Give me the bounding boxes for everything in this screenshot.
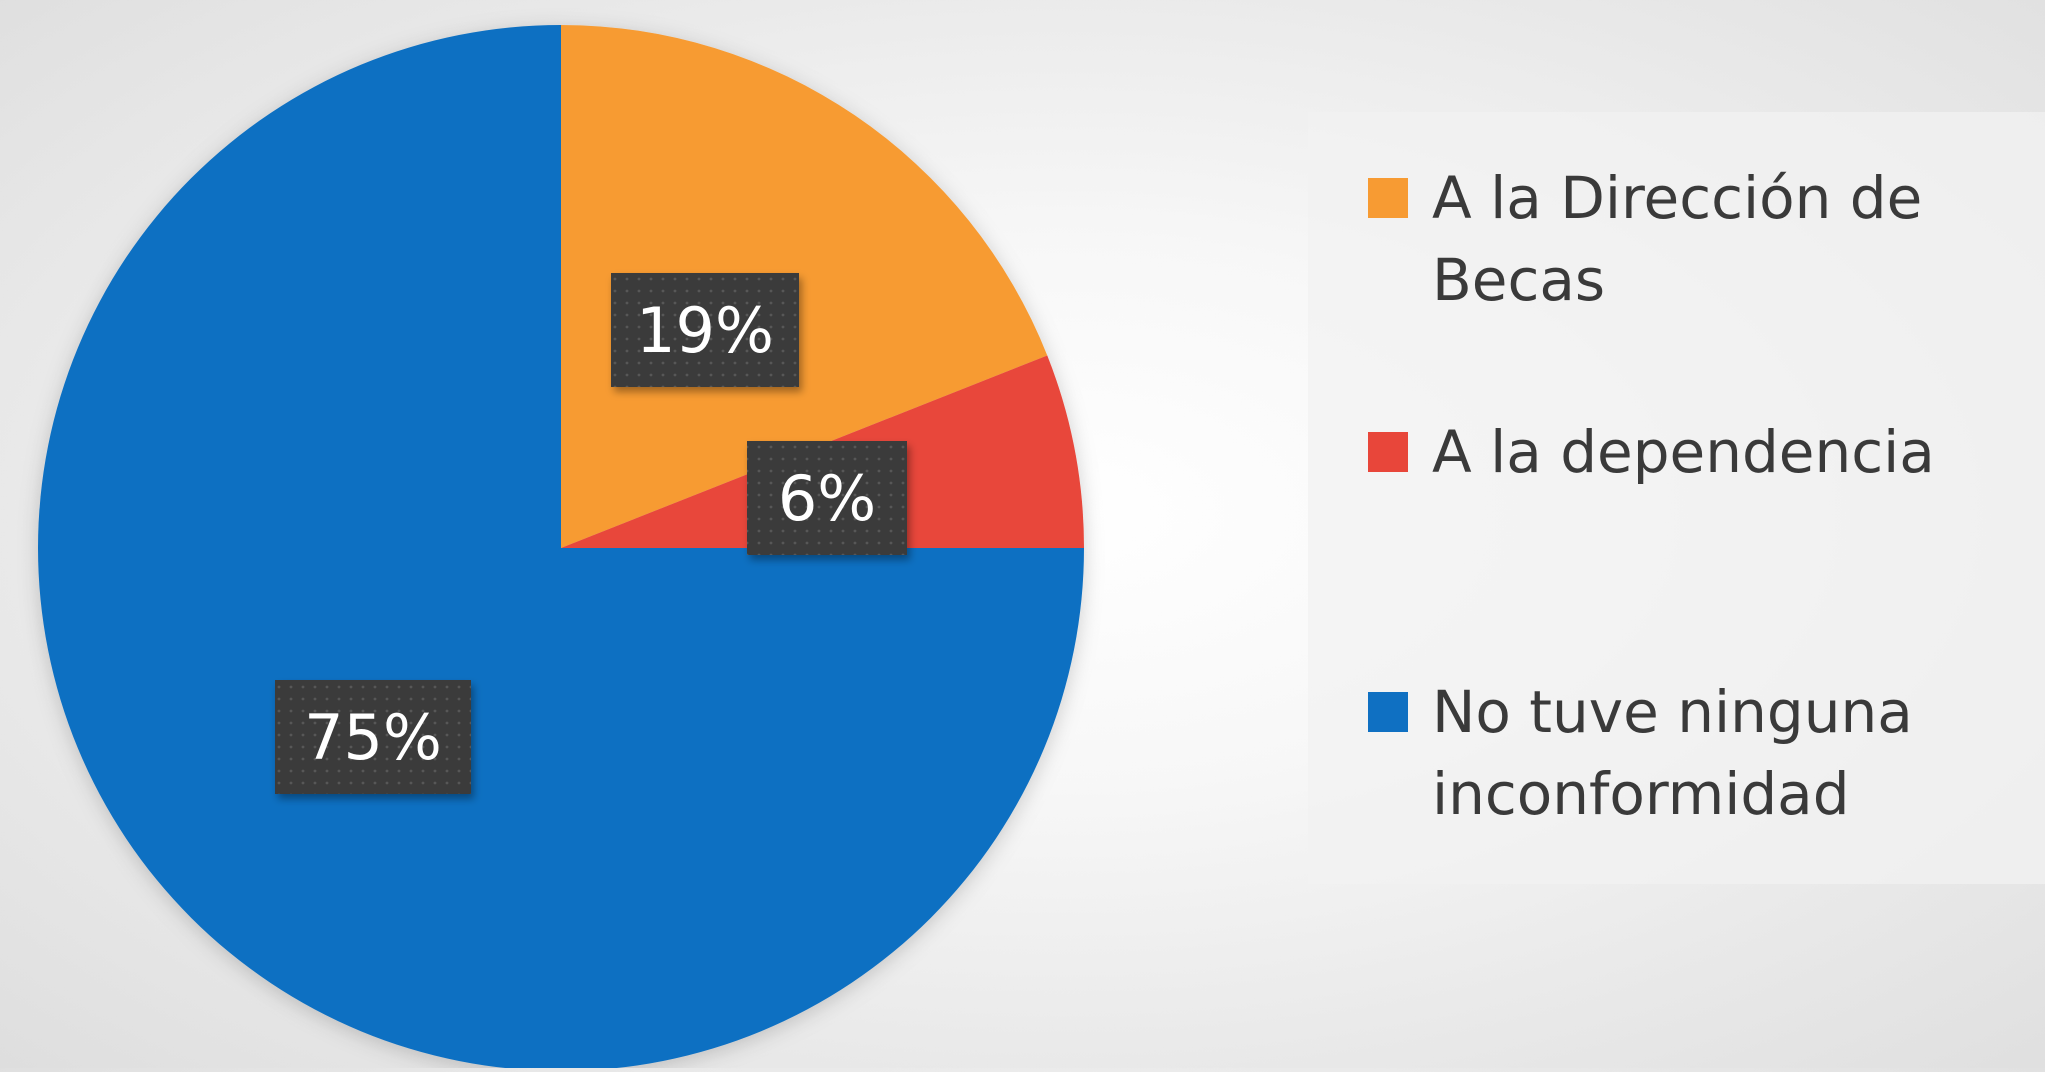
- legend-item-no-tuve-ninguna-inconformidad: No tuve ninguna inconformidad: [1368, 678, 1913, 828]
- legend-swatch: [1368, 432, 1408, 472]
- pie-slice-a-la-direccion-de-becas: [561, 25, 1048, 548]
- data-labels: 19% 6% 75%: [275, 273, 907, 794]
- data-label-text: 75%: [304, 701, 442, 774]
- legend-label: A la dependencia: [1432, 418, 1935, 486]
- legend-background: [1308, 112, 2045, 884]
- legend-swatch: [1368, 692, 1408, 732]
- data-label-no-tuve-ninguna-inconformidad: 75%: [275, 680, 471, 794]
- data-label-text: 19%: [636, 294, 774, 367]
- pie-slices: [38, 25, 1084, 1071]
- legend-label: No tuve ninguna inconformidad: [1432, 678, 1913, 828]
- data-label-text: 6%: [778, 462, 876, 535]
- data-label-texture: [611, 273, 799, 387]
- pie-slice-no-tuve-ninguna-inconformidad: [38, 25, 1084, 1071]
- data-label-texture: [747, 441, 907, 555]
- legend-swatch: [1368, 178, 1408, 218]
- legend-item-a-la-dependencia: A la dependencia: [1368, 418, 1935, 486]
- legend-item-a-la-direccion-de-becas: A la Dirección de Becas: [1368, 164, 1922, 314]
- data-label-a-la-direccion-de-becas: 19%: [611, 273, 799, 387]
- legend-label: A la Dirección de Becas: [1432, 164, 1922, 314]
- data-label-texture: [275, 680, 471, 794]
- legend: A la Dirección de Becas A la dependencia No…: [1308, 112, 2045, 884]
- data-label-a-la-dependencia: 6%: [747, 441, 907, 555]
